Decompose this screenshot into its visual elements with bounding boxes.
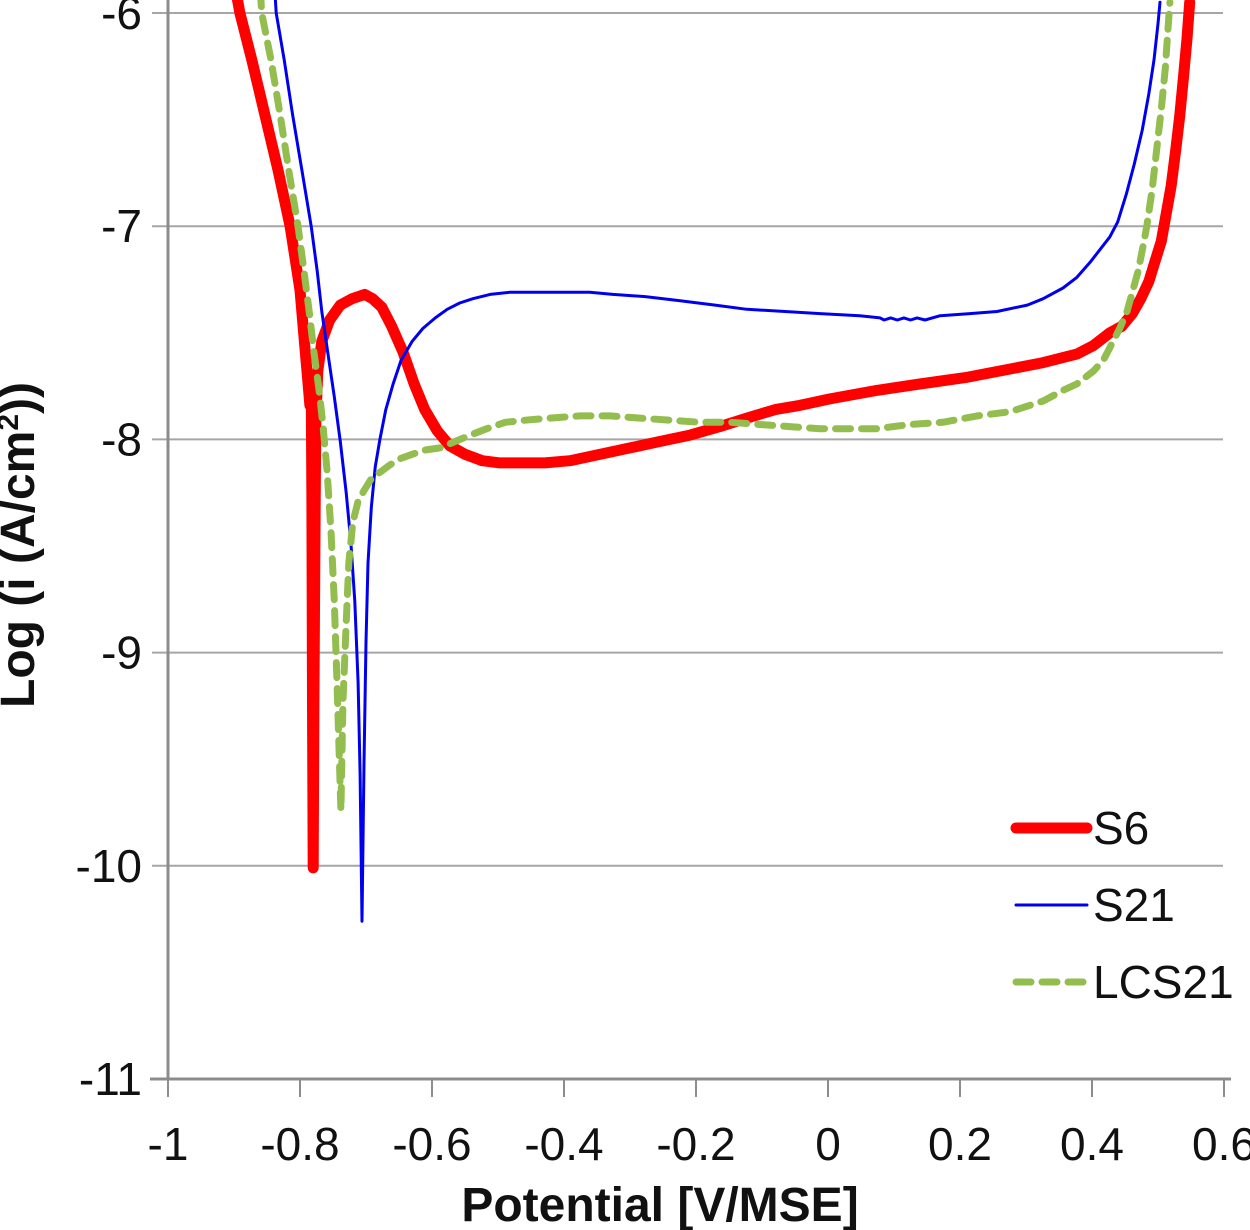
legend-label-s6: S6 — [1093, 802, 1149, 854]
legend: S6 S21 LCS21 — [1010, 802, 1234, 1008]
legend-item-s21: S21 — [1014, 879, 1175, 931]
y-tick-label: -9 — [101, 627, 142, 679]
series-line-s6 — [231, 0, 1196, 874]
x-tick-label: -1 — [148, 1118, 189, 1170]
x-tick-label: -0.4 — [524, 1118, 603, 1170]
y-tick-label: -7 — [101, 200, 142, 252]
y-tick-label: -10 — [76, 840, 142, 892]
x-tick-label: -0.8 — [260, 1118, 339, 1170]
y-axis-title-part: 2 — [0, 414, 25, 431]
axes — [150, 0, 1231, 1097]
y-axis-title-part: Log (i (A/cm — [0, 431, 45, 708]
tick-labels: -6 -7 -8 -9 -10 -11-1 -0.8 -0.6 -0.4 -0.2 0 0.2 0.4 0… — [76, 0, 1250, 1170]
legend-label-s21: S21 — [1093, 879, 1175, 931]
series-line-s21 — [273, 0, 1162, 923]
legend-item-lcs21: LCS21 — [1012, 956, 1234, 1008]
legend-label-lcs21: LCS21 — [1093, 956, 1234, 1008]
x-tick-label: 0.2 — [928, 1118, 992, 1170]
x-tick-label: 0 — [815, 1118, 841, 1170]
x-tick-label: -0.2 — [656, 1118, 735, 1170]
y-axis-title: Log (i (A/cm2)) — [0, 382, 45, 708]
y-tick-label: -6 — [101, 0, 142, 39]
x-axis-title: Potential [V/MSE] — [461, 1179, 858, 1230]
legend-item-s6: S6 — [1010, 802, 1149, 854]
series-line-lcs21 — [257, 0, 1174, 814]
x-tick-label: 0.6 — [1192, 1118, 1250, 1170]
y-tick-label: -11 — [79, 1053, 142, 1105]
y-tick-label: -8 — [101, 413, 142, 465]
y-axis-title-part: )) — [0, 382, 45, 414]
x-tick-label: 0.4 — [1060, 1118, 1124, 1170]
data-series — [231, 0, 1196, 923]
x-tick-label: -0.6 — [392, 1118, 471, 1170]
